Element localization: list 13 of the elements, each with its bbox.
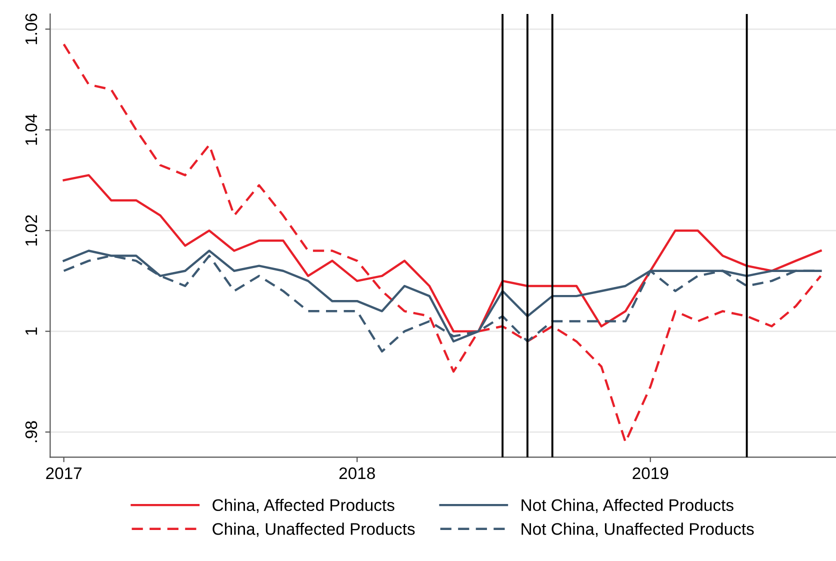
legend-label: Not China, Affected Products: [522, 498, 734, 514]
x-tick-label: 2019: [632, 467, 668, 480]
x-tick-label: 2018: [339, 467, 375, 480]
y-tick-label: 1.06: [25, 14, 38, 44]
y-tick-label: 1.02: [25, 215, 38, 246]
y-tick-label: 1.04: [25, 114, 38, 145]
y-tick-label: 1: [26, 327, 37, 335]
legend-label: China, Unaffected Products: [212, 522, 415, 537]
x-tick-label: 2017: [46, 467, 82, 480]
legend-label: China, Affected Products: [212, 498, 394, 514]
line-series: [62, 43, 822, 444]
legend-label: Not China, Unaffected Products: [522, 522, 754, 537]
y-tick-label: .98: [25, 421, 38, 442]
